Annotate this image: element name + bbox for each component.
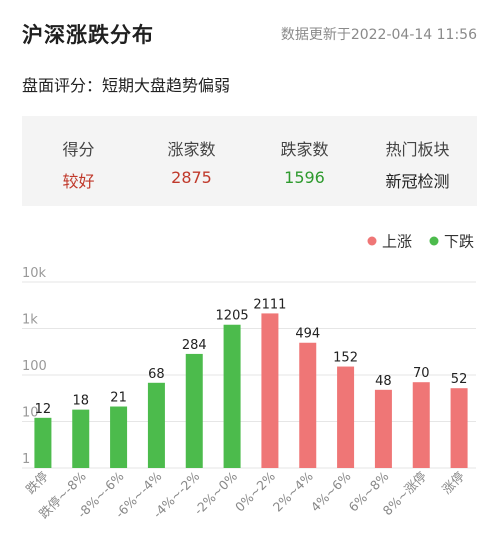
bar[interactable]: [261, 313, 279, 468]
stat-value: 1596: [284, 168, 325, 187]
distribution-chart: 上涨 下跌 1 10 100 1k 10k 12 跌停 18 跌停~-8% 21 -8%~-6% 68 -6…: [0, 222, 499, 537]
bar[interactable]: [147, 382, 165, 468]
update-time: 数据更新于2022-04-14 11:56: [280, 27, 477, 43]
stat-up-count: 涨家数 2875: [135, 116, 248, 206]
data-label: 70: [413, 366, 430, 381]
bar[interactable]: [34, 417, 52, 468]
bar[interactable]: [450, 388, 468, 468]
data-label: 284: [182, 338, 207, 353]
bar[interactable]: [299, 342, 317, 468]
stat-label: 热门板块: [385, 140, 450, 159]
stat-value: 2875: [171, 168, 212, 187]
bar[interactable]: [337, 366, 355, 468]
data-label: 1205: [216, 309, 249, 324]
y-tick-label: 1k: [22, 313, 38, 328]
stat-label: 涨家数: [167, 140, 216, 159]
market-evaluation: 盘面评分：短期大盘趋势偏弱: [22, 76, 231, 95]
stats-panel: 得分 较好 涨家数 2875 跌家数 1596 热门板块 新冠检测: [22, 116, 477, 206]
stat-label: 得分: [62, 140, 95, 159]
data-label: 152: [333, 351, 358, 366]
bar[interactable]: [223, 324, 241, 468]
stat-down-count: 跌家数 1596: [248, 116, 361, 206]
x-tick-label: 2%~4%: [270, 468, 316, 514]
data-label: 68: [148, 367, 165, 382]
bar[interactable]: [412, 382, 430, 468]
stat-score: 得分 较好: [22, 116, 135, 206]
x-tick-label: 4%~6%: [308, 468, 354, 514]
legend-marker-up: [367, 236, 377, 246]
stat-hot-sector[interactable]: 热门板块 新冠检测: [361, 116, 474, 206]
x-tick-label: 跌停: [23, 469, 51, 497]
x-tick-label: 涨停: [439, 469, 467, 497]
data-label: 52: [451, 372, 468, 387]
legend-marker-down: [429, 236, 439, 246]
stat-value: 新冠检测: [385, 172, 450, 191]
y-tick-label: 10: [22, 406, 39, 421]
data-label: 12: [35, 402, 52, 417]
y-tick-label: 1: [22, 452, 30, 467]
y-tick-label: 10k: [22, 266, 47, 281]
x-tick-label: 0%~2%: [232, 468, 278, 514]
legend-label: 下跌: [444, 233, 474, 251]
data-label: 21: [110, 391, 127, 406]
page-title: 沪深涨跌分布: [22, 23, 154, 47]
bar[interactable]: [185, 353, 203, 468]
y-tick-label: 100: [22, 359, 47, 374]
data-label: 2111: [253, 297, 286, 312]
data-label: 494: [295, 327, 320, 342]
data-label: 48: [375, 374, 392, 389]
bar[interactable]: [72, 409, 90, 468]
header: 沪深涨跌分布 数据更新于2022-04-14 11:56: [0, 0, 499, 66]
chart-svg: 上涨 下跌1101001k10k12跌停18跌停~-8%21-8%~-6%68-6…: [22, 233, 476, 521]
bar[interactable]: [110, 406, 128, 468]
bar[interactable]: [374, 389, 392, 468]
legend-label: 上涨: [382, 233, 412, 251]
data-label: 18: [72, 394, 89, 409]
stat-value: 较好: [62, 172, 95, 191]
stat-label: 跌家数: [280, 140, 329, 159]
